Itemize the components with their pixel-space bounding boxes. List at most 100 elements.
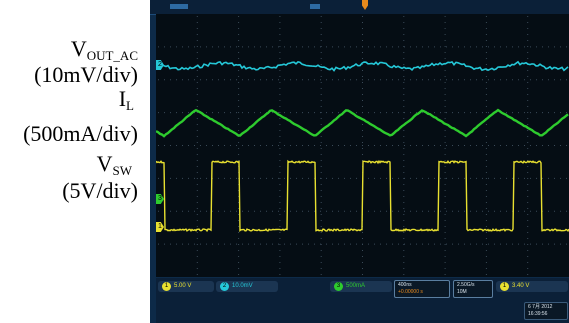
grid-dot [368, 46, 369, 48]
grid-dot [164, 112, 165, 114]
grid-dot [542, 243, 543, 245]
grid-dot [392, 145, 393, 146]
grid-dot [320, 262, 322, 263]
grid-dot [403, 88, 405, 89]
grid-dot [386, 210, 387, 212]
timebase-box[interactable]: 400ns +0.00000 s [394, 280, 450, 298]
grid-dot [314, 177, 315, 179]
grid-dot [278, 210, 279, 212]
grid-dot [238, 262, 240, 263]
grid-dot [482, 46, 483, 48]
grid-dot [386, 79, 387, 81]
grid-dot [470, 177, 471, 179]
il-label: IL [118, 86, 134, 114]
grid-dot [212, 112, 213, 114]
grid-dot [527, 82, 529, 83]
grid-dot [254, 79, 255, 81]
grid-dot [380, 46, 381, 48]
grid-dot [554, 145, 555, 146]
grid-dot [403, 16, 405, 17]
grid-dot [410, 145, 411, 146]
grid-dot [403, 256, 405, 257]
grid-dot [196, 16, 198, 17]
grid-dot [279, 94, 281, 95]
grid-dot [279, 256, 281, 257]
grid-dot [320, 210, 321, 212]
grid-dot [560, 145, 561, 146]
grid-dot [458, 243, 459, 245]
grid-dot [527, 256, 529, 257]
vout-ac-trace [155, 60, 569, 72]
grid-dot [403, 232, 405, 233]
grid-dot [188, 243, 189, 245]
grid-dot [320, 106, 322, 107]
grid-dot [308, 177, 309, 179]
grid-dot [158, 46, 159, 48]
grid-dot [196, 100, 198, 101]
grid-dot [279, 142, 281, 143]
grid-dot [196, 220, 198, 221]
grid-dot [176, 46, 177, 48]
grid-dot [196, 178, 198, 179]
grid-dot [230, 177, 231, 179]
grid-dot [444, 166, 446, 167]
grid-dot [320, 154, 322, 155]
status-bar: 1 5.00 V 2 10.0mV 3 500mA 400ns +0.00000 s … [156, 278, 569, 323]
ch3-readout[interactable]: 3 500mA [330, 281, 392, 292]
grid-dot [542, 79, 543, 81]
grid-dot [238, 94, 240, 95]
grid-dot [320, 244, 322, 245]
grid-dot [314, 145, 315, 146]
grid-dot [238, 130, 240, 131]
grid-dot [444, 256, 446, 257]
grid-dot [320, 238, 322, 239]
record-segment [310, 4, 320, 9]
grid-dot [350, 210, 351, 212]
grid-dot [403, 202, 405, 203]
grid-dot [362, 94, 363, 95]
grid-dot [238, 112, 240, 113]
grid-dot [485, 190, 487, 191]
grid-dot [236, 210, 237, 212]
grid-dot [500, 210, 501, 212]
grid-dot [320, 40, 322, 41]
grid-dot [527, 262, 529, 263]
grid-dot [398, 210, 399, 212]
grid-dot [362, 243, 363, 245]
grid-dot [158, 243, 159, 245]
trigger-readout[interactable]: 1 3.40 V [496, 281, 568, 292]
grid-dot [332, 46, 333, 48]
grid-dot [444, 190, 446, 191]
grid-dot [356, 210, 357, 212]
grid-dot [506, 210, 507, 212]
grid-dot [434, 112, 435, 114]
grid-dot [512, 46, 513, 48]
grid-dot [444, 262, 446, 263]
grid-dot [444, 178, 446, 179]
grid-dot [362, 34, 363, 35]
grid-dot [279, 82, 281, 83]
grid-dot [444, 226, 446, 227]
grid-dot [398, 145, 399, 146]
grid-dot [320, 184, 322, 185]
grid-dot [266, 145, 267, 146]
grid-dot [332, 177, 333, 179]
grid-dot [485, 130, 487, 131]
grid-dot [254, 243, 255, 245]
grid-dot [320, 22, 322, 23]
ch1-readout[interactable]: 1 5.00 V [158, 281, 214, 292]
grid-dot [188, 145, 189, 146]
ch2-readout[interactable]: 2 10.0mV [216, 281, 278, 292]
grid-dot [260, 210, 261, 212]
grid-dot [176, 145, 177, 146]
grid-dot [422, 46, 423, 48]
grid-dot [278, 145, 279, 146]
acquisition-box[interactable]: 2.50G/s 10M [453, 280, 493, 298]
grid-dot [196, 70, 198, 71]
grid-dot [494, 210, 495, 212]
grid-dot [542, 145, 543, 146]
grid-dot [279, 232, 281, 233]
grid-dot [485, 154, 487, 155]
grid-dot [444, 58, 446, 59]
grid-dot [422, 210, 423, 212]
